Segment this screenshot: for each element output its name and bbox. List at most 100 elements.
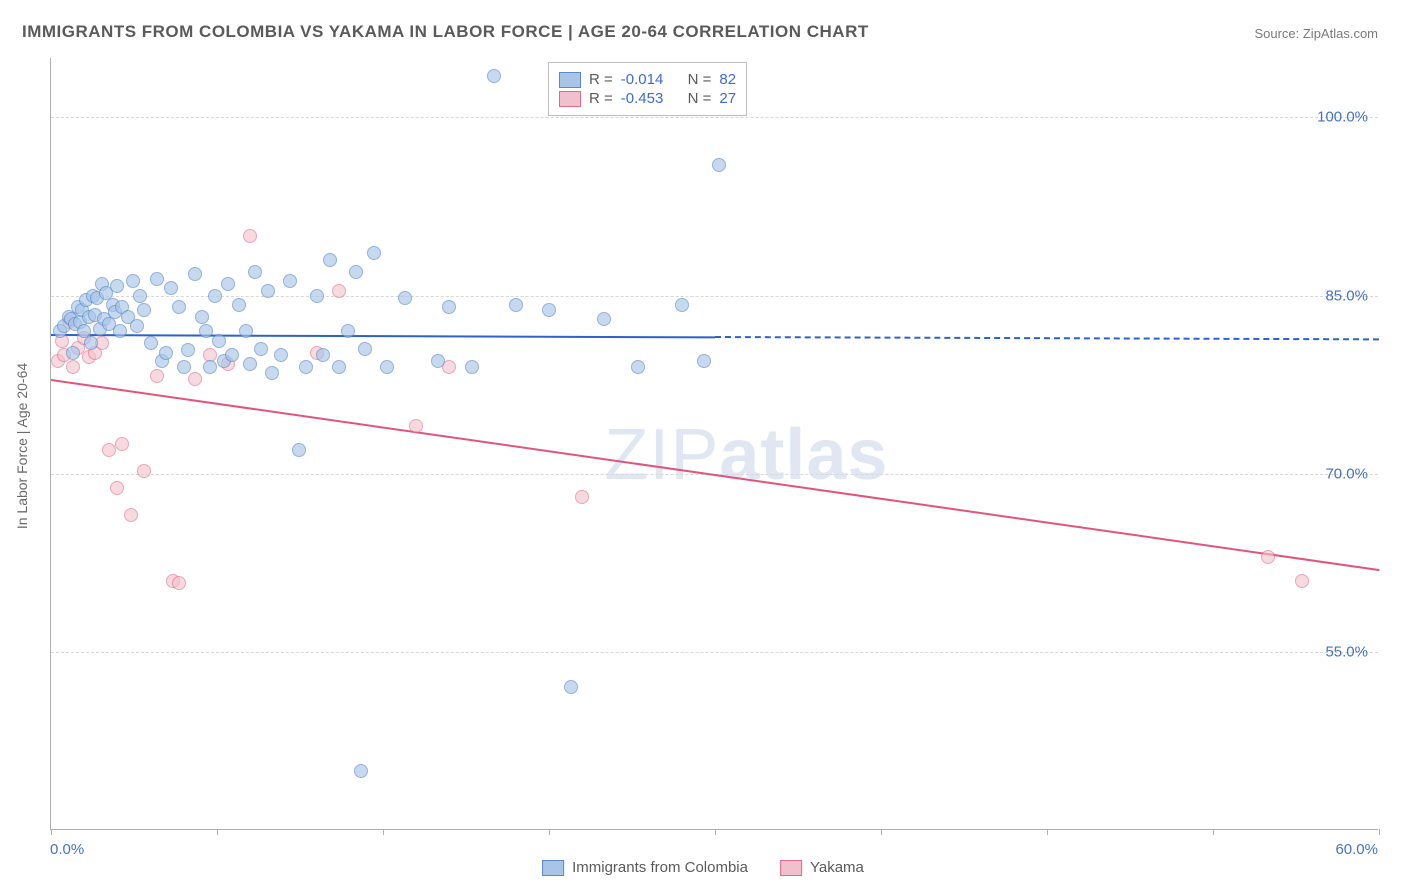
r-value: -0.014 — [621, 71, 664, 88]
scatter-point — [299, 360, 313, 374]
scatter-point — [110, 279, 124, 293]
scatter-point — [542, 303, 556, 317]
scatter-point — [195, 310, 209, 324]
scatter-point — [380, 360, 394, 374]
scatter-point — [332, 360, 346, 374]
y-tick-label: 85.0% — [1325, 287, 1368, 304]
scatter-point — [137, 464, 151, 478]
scatter-point — [274, 348, 288, 362]
scatter-point — [150, 272, 164, 286]
scatter-point — [66, 360, 80, 374]
scatter-point — [181, 343, 195, 357]
scatter-point — [199, 324, 213, 338]
legend-swatch — [542, 860, 564, 876]
x-tick — [549, 829, 550, 835]
scatter-point — [177, 360, 191, 374]
chart-plot-area: ZIPatlas 55.0%70.0%85.0%100.0% — [50, 58, 1378, 830]
scatter-point — [188, 372, 202, 386]
x-tick — [1047, 829, 1048, 835]
scatter-point — [431, 354, 445, 368]
scatter-point — [697, 354, 711, 368]
x-tick — [217, 829, 218, 835]
scatter-point — [110, 481, 124, 495]
scatter-point — [212, 334, 226, 348]
legend-swatch — [780, 860, 802, 876]
source-label: Source: ZipAtlas.com — [1254, 26, 1378, 41]
y-tick-label: 55.0% — [1325, 643, 1368, 660]
watermark-normal: ZIP — [604, 415, 719, 495]
n-value: 27 — [719, 90, 736, 107]
x-tick — [1213, 829, 1214, 835]
trend-line — [715, 336, 1379, 340]
y-tick-label: 100.0% — [1317, 109, 1368, 126]
legend-series-item: Yakama — [780, 859, 864, 876]
x-tick — [881, 829, 882, 835]
scatter-point — [164, 281, 178, 295]
legend-series-item: Immigrants from Colombia — [542, 859, 748, 876]
x-axis-min-label: 0.0% — [50, 841, 84, 858]
scatter-point — [349, 265, 363, 279]
scatter-point — [188, 267, 202, 281]
chart-title: IMMIGRANTS FROM COLOMBIA VS YAKAMA IN LA… — [22, 22, 869, 42]
legend-stat-row: R = -0.014 N = 82 — [559, 71, 736, 88]
scatter-point — [597, 312, 611, 326]
scatter-point — [292, 443, 306, 457]
scatter-point — [232, 298, 246, 312]
scatter-point — [113, 324, 127, 338]
x-tick — [383, 829, 384, 835]
gridline-h — [51, 117, 1378, 118]
scatter-point — [203, 360, 217, 374]
scatter-point — [225, 348, 239, 362]
scatter-point — [84, 336, 98, 350]
gridline-h — [51, 296, 1378, 297]
scatter-point — [487, 69, 501, 83]
y-axis-title: In Labor Force | Age 20-64 — [14, 363, 30, 529]
scatter-point — [124, 508, 138, 522]
n-value: 82 — [719, 71, 736, 88]
scatter-point — [575, 490, 589, 504]
scatter-point — [133, 289, 147, 303]
legend-swatch — [559, 72, 581, 88]
legend-swatch — [559, 91, 581, 107]
scatter-point — [159, 346, 173, 360]
scatter-point — [354, 764, 368, 778]
legend-series-label: Yakama — [810, 859, 864, 876]
scatter-point — [712, 158, 726, 172]
scatter-point — [239, 324, 253, 338]
n-label: N = — [688, 71, 712, 88]
scatter-point — [631, 360, 645, 374]
scatter-point — [316, 348, 330, 362]
scatter-point — [283, 274, 297, 288]
correlation-legend: R = -0.014 N = 82R = -0.453 N = 27 — [548, 62, 747, 116]
scatter-point — [265, 366, 279, 380]
legend-stat-row: R =-0.453 N =27 — [559, 90, 736, 107]
gridline-h — [51, 652, 1378, 653]
r-label: R = — [589, 71, 613, 88]
scatter-point — [261, 284, 275, 298]
scatter-point — [243, 229, 257, 243]
scatter-point — [254, 342, 268, 356]
scatter-point — [130, 319, 144, 333]
scatter-point — [102, 443, 116, 457]
scatter-point — [1295, 574, 1309, 588]
scatter-point — [509, 298, 523, 312]
x-tick — [1379, 829, 1380, 835]
scatter-point — [248, 265, 262, 279]
legend-series-label: Immigrants from Colombia — [572, 859, 748, 876]
scatter-point — [1261, 550, 1275, 564]
r-value: -0.453 — [621, 90, 664, 107]
scatter-point — [243, 357, 257, 371]
scatter-point — [332, 284, 346, 298]
n-label: N = — [688, 90, 712, 107]
y-tick-label: 70.0% — [1325, 465, 1368, 482]
series-legend: Immigrants from Colombia Yakama — [542, 859, 864, 876]
scatter-point — [115, 437, 129, 451]
scatter-point — [341, 324, 355, 338]
scatter-point — [367, 246, 381, 260]
scatter-point — [208, 289, 222, 303]
x-axis-max-label: 60.0% — [1335, 841, 1378, 858]
x-tick — [715, 829, 716, 835]
scatter-point — [126, 274, 140, 288]
scatter-point — [323, 253, 337, 267]
scatter-point — [310, 289, 324, 303]
